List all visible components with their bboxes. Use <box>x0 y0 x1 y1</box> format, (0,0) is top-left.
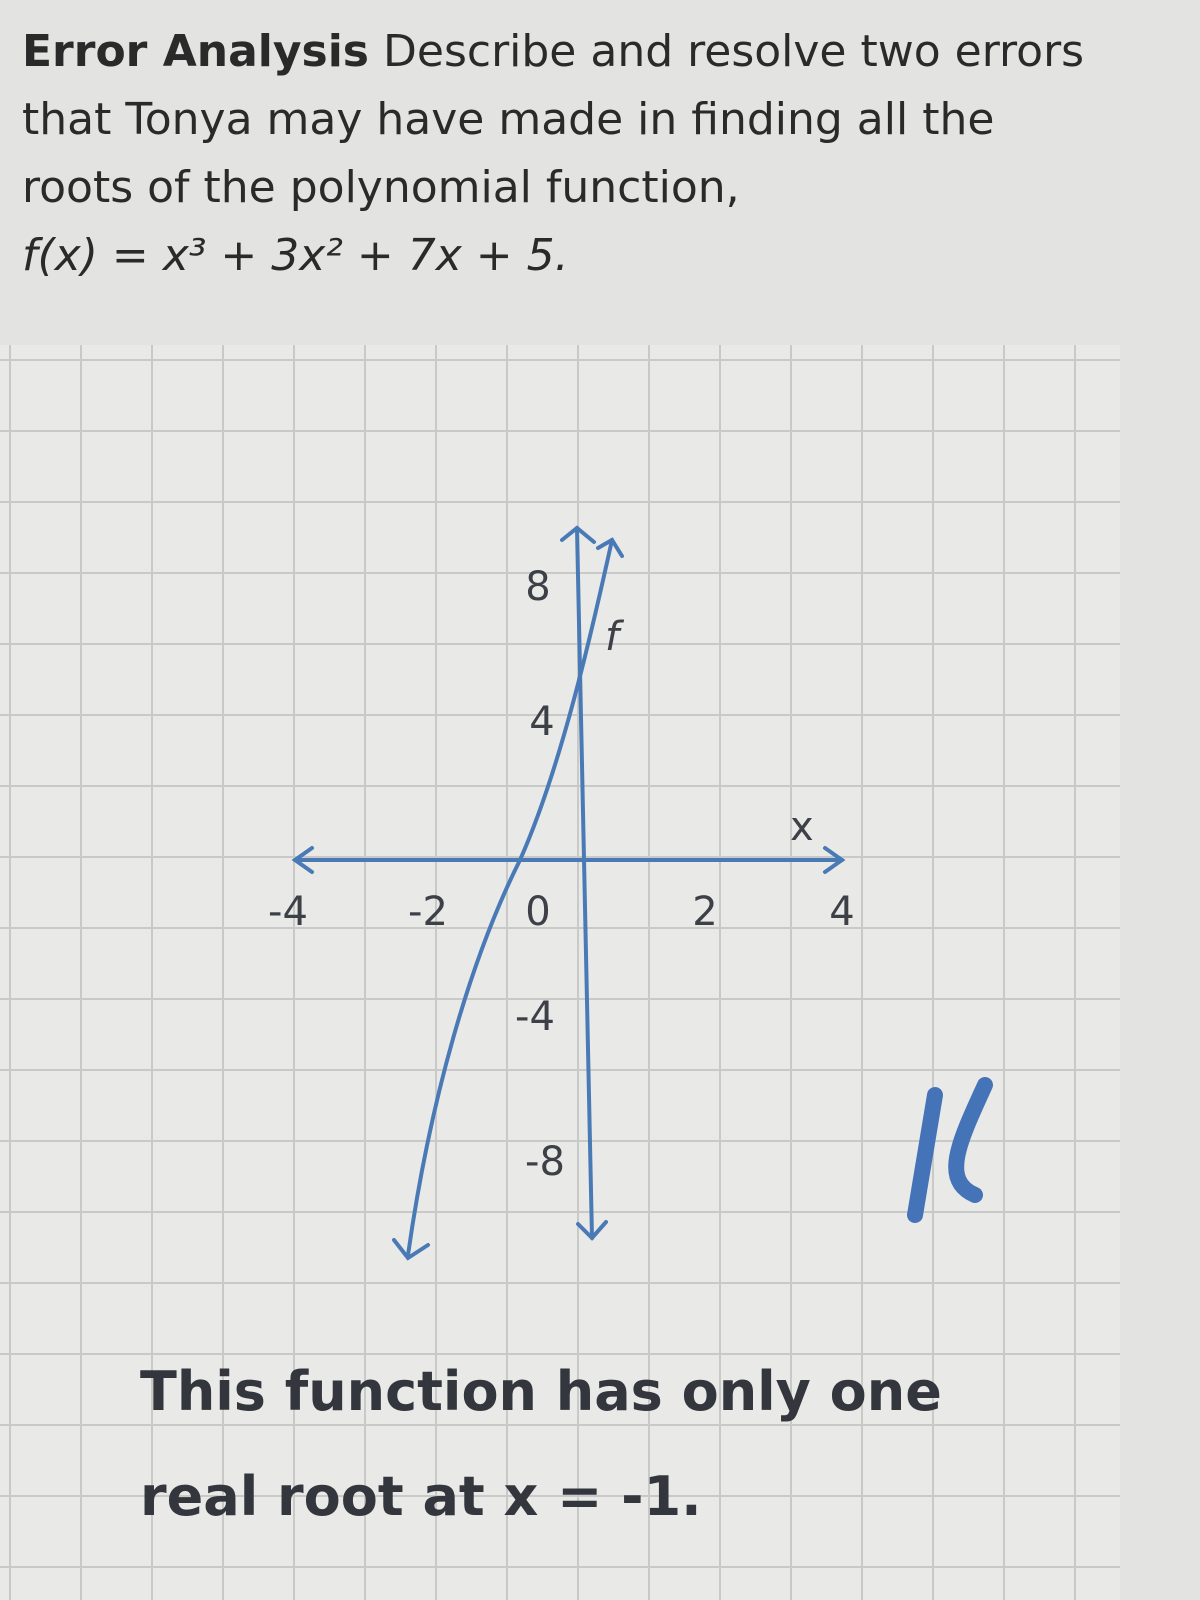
y-axis <box>575 526 594 1240</box>
x-arrow-right <box>823 846 846 874</box>
problem-text: Error Analysis Describe and resolve two … <box>22 18 1102 290</box>
prompt: Describe and resolve two errors that Ton… <box>22 26 1085 213</box>
y-arrow-up <box>560 525 596 544</box>
y-arrow-down <box>576 1220 608 1241</box>
x-arrow-left <box>291 846 314 874</box>
x-tick-label: -4 <box>268 889 308 935</box>
x-tick-label: 4 <box>829 889 854 935</box>
x-tick-label: 2 <box>692 889 717 935</box>
sketch <box>291 525 846 1261</box>
answer-line: This function has only one <box>140 1360 942 1423</box>
function-curve <box>406 538 614 1257</box>
answer-line: real root at x = -1. <box>140 1465 702 1528</box>
heading: Error Analysis <box>22 26 369 77</box>
function: f(x) = x³ + 3x² + 7x + 5. <box>22 230 569 281</box>
x-tick-label: 0 <box>525 889 550 935</box>
graph-labels: -4 -2 0 2 4 8 4 -4 -8 <box>268 564 855 1185</box>
y-tick-label: -8 <box>525 1139 565 1185</box>
y-tick-label: 8 <box>525 564 550 610</box>
error-mark <box>907 1077 993 1223</box>
x-tick-label: -2 <box>408 889 448 935</box>
curve-arrow-up <box>596 537 624 558</box>
x-axis-label: x <box>790 804 814 850</box>
curve-arrow-down <box>392 1238 430 1261</box>
y-tick-label: 4 <box>529 699 554 745</box>
y-tick-label: -4 <box>515 994 555 1040</box>
